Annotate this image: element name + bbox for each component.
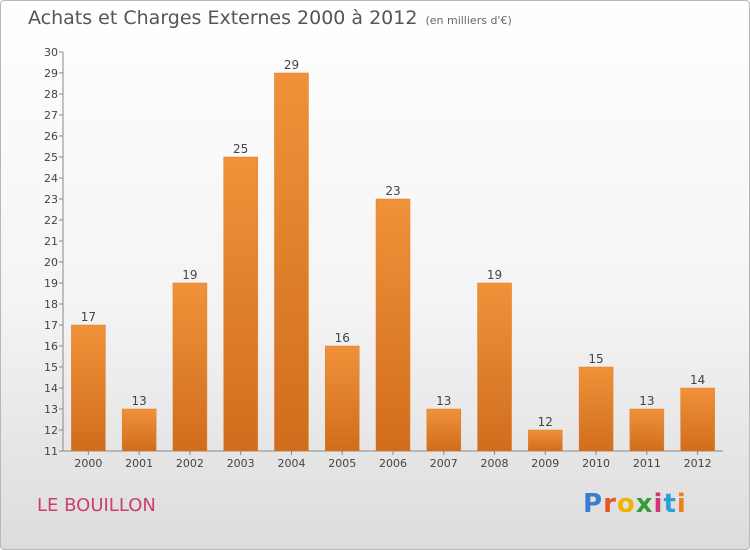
logo-letter: t (663, 489, 677, 519)
data-label-2004: 29 (284, 58, 299, 72)
logo-letter: i (653, 489, 664, 519)
y-tick-label: 30 (44, 46, 58, 59)
y-tick-label: 28 (44, 88, 58, 101)
bar-2008 (477, 282, 512, 452)
data-label-2009: 12 (538, 415, 553, 429)
data-label-2008: 19 (487, 268, 502, 282)
y-tick-label: 26 (44, 130, 58, 143)
data-label-2002: 19 (182, 268, 197, 282)
y-tick-label: 18 (44, 298, 58, 311)
x-tick-label-2009: 2009 (531, 457, 559, 470)
bar-2004 (274, 72, 309, 452)
bar-2009 (528, 429, 563, 452)
logo-letter: o (616, 489, 636, 519)
y-tick-label: 20 (44, 256, 58, 269)
bar-2003 (223, 156, 258, 452)
data-label-2003: 25 (233, 142, 248, 156)
y-tick-label: 29 (44, 67, 58, 80)
logo-letter: i (676, 489, 687, 519)
data-label-2006: 23 (385, 184, 400, 198)
bar-2006 (375, 198, 411, 452)
bar-2000 (71, 324, 106, 452)
y-tick-label: 21 (44, 235, 58, 248)
x-tick-label-2004: 2004 (277, 457, 305, 470)
logo-letter: r (603, 489, 617, 519)
y-tick-label: 13 (44, 403, 58, 416)
chart-title: Achats et Charges Externes 2000 à 2012 (e… (28, 7, 512, 29)
y-tick-label: 11 (44, 445, 58, 458)
y-tick-label: 12 (44, 424, 58, 437)
x-tick-label-2003: 2003 (227, 457, 255, 470)
x-tick-label-2008: 2008 (481, 457, 509, 470)
x-tick-label-2006: 2006 (379, 457, 407, 470)
data-label-2010: 15 (588, 352, 603, 366)
bar-2011 (629, 408, 665, 452)
y-tick-label: 24 (44, 172, 58, 185)
x-tick-label-2012: 2012 (684, 457, 712, 470)
x-tick-label-2001: 2001 (125, 457, 153, 470)
y-tick-label: 16 (44, 340, 58, 353)
bar-2002 (172, 282, 208, 452)
x-tick-label-2002: 2002 (176, 457, 204, 470)
y-tick-label: 22 (44, 214, 58, 227)
y-tick-label: 19 (44, 277, 58, 290)
y-tick-label: 14 (44, 382, 58, 395)
proxiti-logo: Proxiti (583, 489, 687, 519)
bar-2001 (121, 408, 157, 452)
data-label-2005: 16 (335, 331, 350, 345)
bar-2005 (324, 345, 360, 452)
bar-2007 (426, 408, 462, 452)
bar-2012 (680, 387, 715, 452)
y-tick-label: 23 (44, 193, 58, 206)
x-tick-label-2011: 2011 (633, 457, 661, 470)
bar-2010 (578, 366, 614, 452)
logo-letter: P (583, 489, 604, 519)
y-tick-label: 17 (44, 319, 58, 332)
x-tick-label-2007: 2007 (430, 457, 458, 470)
place-name: LE BOUILLON (37, 495, 156, 516)
data-label-2012: 14 (690, 373, 705, 387)
chart-subtitle: (en milliers d'€) (425, 14, 512, 27)
y-tick-label: 15 (44, 361, 58, 374)
x-tick-label-2010: 2010 (582, 457, 610, 470)
data-label-2011: 13 (639, 394, 654, 408)
data-label-2000: 17 (81, 310, 96, 324)
chart-title-text: Achats et Charges Externes 2000 à 2012 (28, 7, 418, 29)
x-tick-label-2000: 2000 (74, 457, 102, 470)
data-label-2007: 13 (436, 394, 451, 408)
y-tick-label: 25 (44, 151, 58, 164)
logo-letter: x (635, 489, 654, 519)
data-label-2001: 13 (132, 394, 147, 408)
x-tick-label-2005: 2005 (328, 457, 356, 470)
y-tick-label: 27 (44, 109, 58, 122)
